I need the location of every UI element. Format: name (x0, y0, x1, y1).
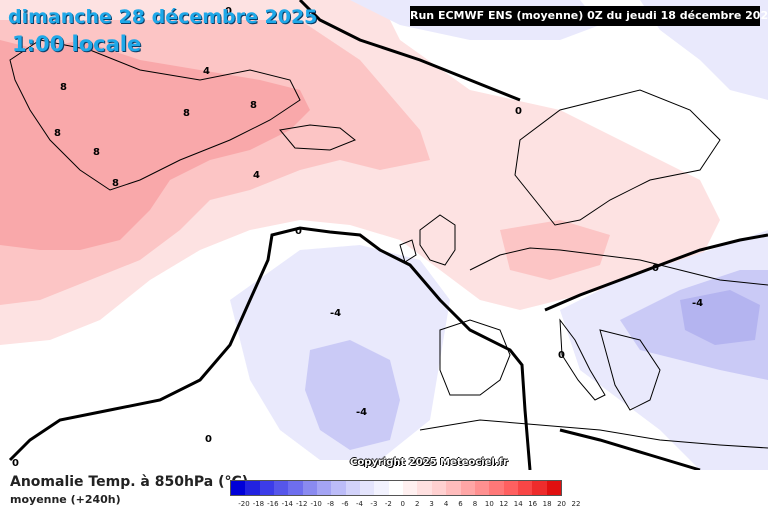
legend-title: Anomalie Temp. à 850hPa (°C) (10, 474, 249, 490)
color-scale-bar (230, 480, 562, 496)
contour-minus4-label: -4 (692, 298, 703, 309)
color-scale-tick-label: 10 (484, 500, 494, 508)
contour-4-label: 4 (203, 66, 210, 77)
color-scale-tick-label: -8 (327, 500, 335, 508)
color-scale-tick-label: -6 (341, 500, 349, 508)
color-scale-tick-label: -16 (267, 500, 279, 508)
color-scale-swatch (532, 481, 547, 495)
contour-8-label: 8 (183, 108, 190, 119)
color-scale-swatch (259, 481, 275, 495)
color-scale-swatch (302, 481, 318, 495)
cold-anomaly-strong-zone-east (680, 290, 760, 345)
color-scale-tick-label: 3 (429, 500, 434, 508)
color-scale-swatch (446, 481, 461, 495)
color-scale-swatch (345, 481, 361, 495)
color-scale-swatch (431, 481, 447, 495)
color-scale-swatch (331, 481, 346, 495)
color-scale-swatch (517, 481, 533, 495)
iceland-coast (279, 124, 356, 151)
color-scale-swatch (245, 481, 260, 495)
contour-4-label: 4 (253, 170, 260, 181)
zero-contour-line-north (298, 0, 521, 102)
copyright-notice: Copyright 2025 Meteociel.fr (350, 457, 508, 468)
greenland-coast (9, 39, 301, 191)
color-scale-tick-label: 2 (414, 500, 420, 508)
color-scale-tick-label: -14 (281, 500, 294, 508)
color-scale-tick-label: -12 (296, 500, 308, 508)
contour-8-label: 8 (250, 100, 257, 111)
color-scale-tick-label: 14 (513, 500, 523, 508)
contour-8-label: 8 (112, 178, 119, 189)
color-scale-swatch (403, 481, 418, 495)
color-scale-tick-label: 8 (472, 500, 478, 508)
contour-labels: 0 0 0 0 0 0 0 4 4 8 8 8 8 8 8 -4 -4 -4 (12, 6, 703, 469)
contour-minus4-label: -4 (356, 407, 367, 418)
north-africa-coast (419, 419, 768, 449)
ireland-coast (399, 239, 417, 263)
color-scale-tick-label: 4 (443, 500, 449, 508)
color-scale-tick-label: 16 (528, 500, 538, 508)
color-scale-swatch (274, 481, 289, 495)
contour-8-label: 8 (54, 128, 61, 139)
zero-contour-line-south (559, 428, 701, 470)
legend-subtitle: moyenne (+240h) (10, 493, 121, 506)
contour-0-label: 0 (652, 263, 659, 274)
color-scale-tick-label: -3 (370, 500, 378, 508)
color-scale-swatch (317, 481, 332, 495)
color-scale-swatch (231, 481, 246, 495)
iberia-coast (439, 319, 511, 396)
color-scale-tick-label: 12 (499, 500, 509, 508)
contour-0-label: 0 (515, 106, 522, 117)
color-scale-tick-label: -18 (252, 500, 265, 508)
cold-anomaly-medium-zone-iberia (305, 340, 400, 450)
zero-contour-line-atlantic (8, 226, 532, 470)
color-scale-tick-label: -10 (310, 500, 322, 508)
contour-8-label: 8 (93, 147, 100, 158)
color-scale-tick-label: -2 (384, 500, 392, 508)
color-scale-tick-label: 22 (571, 500, 581, 508)
color-scale-swatch (288, 481, 303, 495)
italy-coast (559, 318, 606, 401)
warm-anomaly-strong-zone (0, 40, 310, 250)
contour-minus4-label: -4 (330, 308, 341, 319)
model-run-banner: Run ECMWF ENS (moyenne) 0Z du jeudi 18 d… (410, 6, 768, 26)
contour-0-label: 0 (295, 226, 302, 237)
color-scale-swatch (474, 481, 490, 495)
color-scale-swatch (388, 481, 404, 495)
color-scale-swatch (374, 481, 389, 495)
color-scale-labels: -20 -18 -16 -14 -12 -10 -8 -6 -4 -3 -2 0 2 3 4 6 8 10 12 14… (232, 500, 580, 510)
continental-europe-coast (469, 247, 768, 286)
color-scale-tick-label: 20 (557, 500, 567, 508)
color-scale-swatch (503, 481, 518, 495)
color-scale-swatch (417, 481, 432, 495)
color-scale-tick-label: 0 (400, 500, 406, 508)
color-scale-tick-label: -4 (355, 500, 363, 508)
color-scale-swatch (460, 481, 475, 495)
forecast-date-title: dimanche 28 décembre 2025 (8, 6, 318, 28)
contour-0-label: 0 (225, 6, 232, 17)
color-scale-tick-label: 18 (542, 500, 552, 508)
color-scale-tick-label: -20 (238, 500, 250, 508)
temperature-anomaly-map: 0 0 0 0 0 0 0 4 4 8 8 8 8 8 8 -4 -4 -4 (0, 0, 768, 470)
contour-0-label: 0 (558, 350, 565, 361)
color-scale-swatch (546, 481, 561, 495)
coastlines (9, 39, 768, 449)
color-scale-swatch (360, 481, 375, 495)
contour-0-label: 0 (12, 458, 19, 469)
forecast-time-title: 1:00 locale (12, 32, 142, 56)
contour-8-label: 8 (60, 82, 67, 93)
british-isles-coast (419, 214, 456, 266)
color-scale-swatch (489, 481, 504, 495)
scandinavia-coast (514, 89, 721, 226)
contour-0-label: 0 (205, 434, 212, 445)
balkans-coast (599, 329, 661, 411)
color-scale-tick-label: 6 (458, 500, 463, 508)
